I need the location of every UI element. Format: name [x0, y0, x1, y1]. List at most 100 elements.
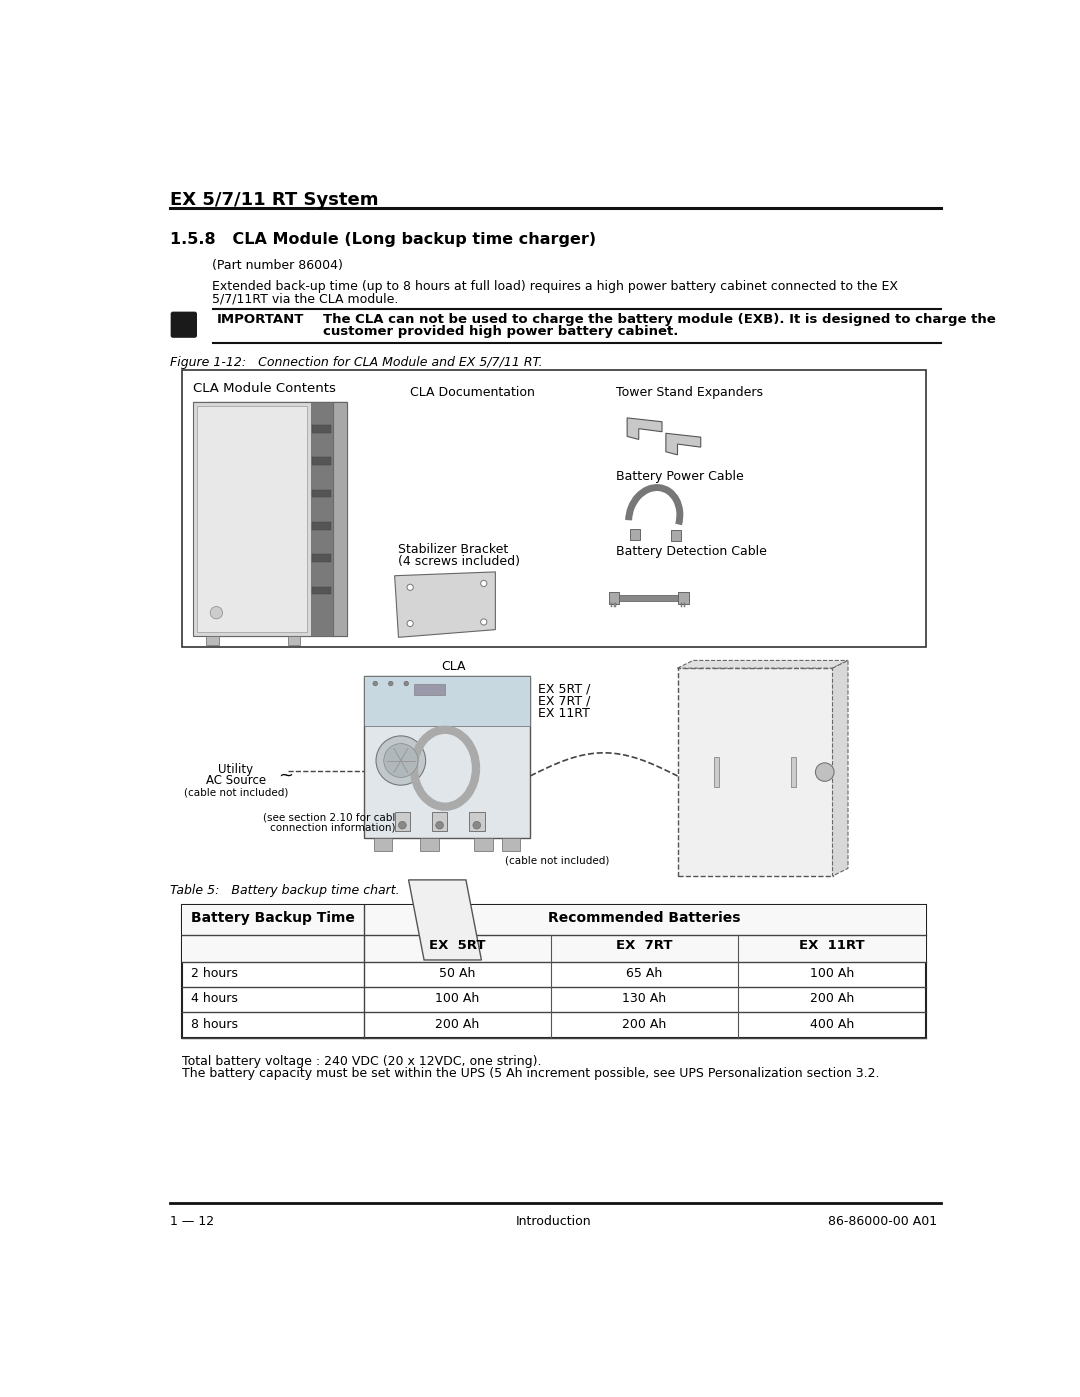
Bar [193, 402, 333, 636]
Text: Stabilizer Bracket: Stabilizer Bracket [399, 543, 509, 556]
Text: Introduction: Introduction [515, 1215, 592, 1228]
Bar [677, 668, 833, 876]
Text: Recommended Batteries: Recommended Batteries [549, 911, 741, 925]
Text: 86-86000-00 A01: 86-86000-00 A01 [828, 1215, 937, 1228]
Text: 2 hours: 2 hours [191, 967, 238, 979]
Text: EX 5/7/11 RT System: EX 5/7/11 RT System [170, 191, 378, 208]
Text: 100 Ah: 100 Ah [435, 992, 480, 1006]
Text: 8 hours: 8 hours [191, 1018, 238, 1031]
Bar [631, 529, 639, 539]
Text: EX 5RT /: EX 5RT / [538, 682, 591, 694]
Text: 200 Ah: 200 Ah [435, 1018, 480, 1031]
Circle shape [815, 763, 834, 781]
Text: Tower Stand Expanders: Tower Stand Expanders [616, 386, 762, 398]
Text: 1.5.8   CLA Module (Long backup time charger): 1.5.8 CLA Module (Long backup time charg… [170, 232, 596, 247]
Polygon shape [333, 402, 347, 636]
Circle shape [473, 821, 481, 828]
Text: 200 Ah: 200 Ah [622, 1018, 666, 1031]
Text: connection information): connection information) [270, 823, 395, 833]
Text: (see section 2.10 for cable: (see section 2.10 for cable [264, 812, 402, 821]
FancyBboxPatch shape [171, 312, 197, 338]
Text: CLA Documentation: CLA Documentation [410, 386, 535, 398]
Text: customer provided high power battery cabinet.: customer provided high power battery cab… [323, 326, 678, 338]
Polygon shape [677, 661, 848, 668]
Bar [469, 812, 485, 831]
Text: EX  5RT: EX 5RT [429, 939, 486, 953]
Text: EX  7RT: EX 7RT [617, 939, 673, 953]
Polygon shape [408, 880, 482, 960]
Text: 65 Ah: 65 Ah [626, 967, 663, 979]
Bar [364, 676, 530, 838]
Circle shape [389, 682, 393, 686]
Text: Battery Power Cable: Battery Power Cable [616, 471, 743, 483]
Text: Table 5:   Battery backup time chart.: Table 5: Battery backup time chart. [170, 884, 400, 897]
Text: 1 — 12: 1 — 12 [170, 1215, 214, 1228]
Circle shape [383, 743, 418, 778]
Bar [420, 838, 438, 851]
Bar [287, 636, 300, 645]
Text: CLA Module Contents: CLA Module Contents [193, 381, 336, 395]
Text: Utility: Utility [218, 763, 254, 775]
Circle shape [481, 619, 487, 624]
Text: (cable not included): (cable not included) [184, 788, 288, 798]
Text: Total battery voltage : 240 VDC (20 x 12VDC, one string).: Total battery voltage : 240 VDC (20 x 12… [181, 1055, 541, 1067]
Text: Figure 1-12:   Connection for CLA Module and EX 5/7/11 RT.: Figure 1-12: Connection for CLA Module a… [170, 355, 542, 369]
Bar [181, 370, 926, 647]
Bar [432, 812, 447, 831]
Bar [181, 905, 926, 1038]
Bar [672, 531, 680, 541]
Bar [312, 522, 332, 529]
Text: (cable not included): (cable not included) [505, 855, 609, 865]
Text: (4 screws included): (4 screws included) [399, 555, 521, 569]
Text: ~: ~ [279, 767, 294, 785]
Text: EX 11RT: EX 11RT [538, 707, 590, 719]
Bar [792, 757, 796, 788]
Bar [312, 489, 332, 497]
Circle shape [407, 584, 414, 591]
Bar [394, 812, 410, 831]
Text: The CLA can not be used to charge the battery module (EXB). It is designed to ch: The CLA can not be used to charge the ba… [323, 313, 996, 326]
Text: Battery Backup Time: Battery Backup Time [191, 911, 354, 925]
Circle shape [376, 736, 426, 785]
Bar [680, 602, 683, 608]
Circle shape [435, 821, 444, 828]
Polygon shape [666, 433, 701, 455]
Text: EX 7RT /: EX 7RT / [538, 694, 591, 707]
Text: IMPORTANT: IMPORTANT [216, 313, 303, 326]
Circle shape [373, 682, 378, 686]
Bar [611, 602, 612, 608]
Bar [206, 636, 218, 645]
Bar [414, 683, 445, 696]
Text: 400 Ah: 400 Ah [810, 1018, 854, 1031]
Circle shape [407, 620, 414, 627]
Text: 200 Ah: 200 Ah [810, 992, 854, 1006]
Polygon shape [627, 418, 662, 440]
Text: The battery capacity must be set within the UPS (5 Ah increment possible, see UP: The battery capacity must be set within … [181, 1067, 879, 1080]
Bar [374, 838, 392, 851]
Circle shape [211, 606, 222, 619]
Text: 5/7/11RT via the CLA module.: 5/7/11RT via the CLA module. [213, 292, 399, 306]
Bar [311, 402, 333, 636]
Bar [197, 407, 307, 631]
Polygon shape [207, 402, 347, 636]
Bar [312, 457, 332, 465]
Bar [312, 425, 332, 433]
Bar [714, 757, 718, 788]
Circle shape [399, 821, 406, 828]
Text: EX  11RT: EX 11RT [799, 939, 865, 953]
Text: 50 Ah: 50 Ah [440, 967, 475, 979]
Text: i: i [181, 309, 187, 324]
Bar [312, 587, 332, 594]
Bar [613, 602, 616, 608]
Bar [684, 602, 685, 608]
Polygon shape [394, 571, 496, 637]
Polygon shape [833, 661, 848, 876]
Text: Extended back-up time (up to 8 hours at full load) requires a high power battery: Extended back-up time (up to 8 hours at … [213, 279, 899, 293]
Bar [608, 592, 619, 605]
Circle shape [404, 682, 408, 686]
Bar [678, 592, 689, 605]
Bar [619, 595, 681, 601]
Bar [474, 838, 494, 851]
Bar [312, 555, 332, 562]
Text: Battery Detection Cable: Battery Detection Cable [616, 545, 767, 557]
